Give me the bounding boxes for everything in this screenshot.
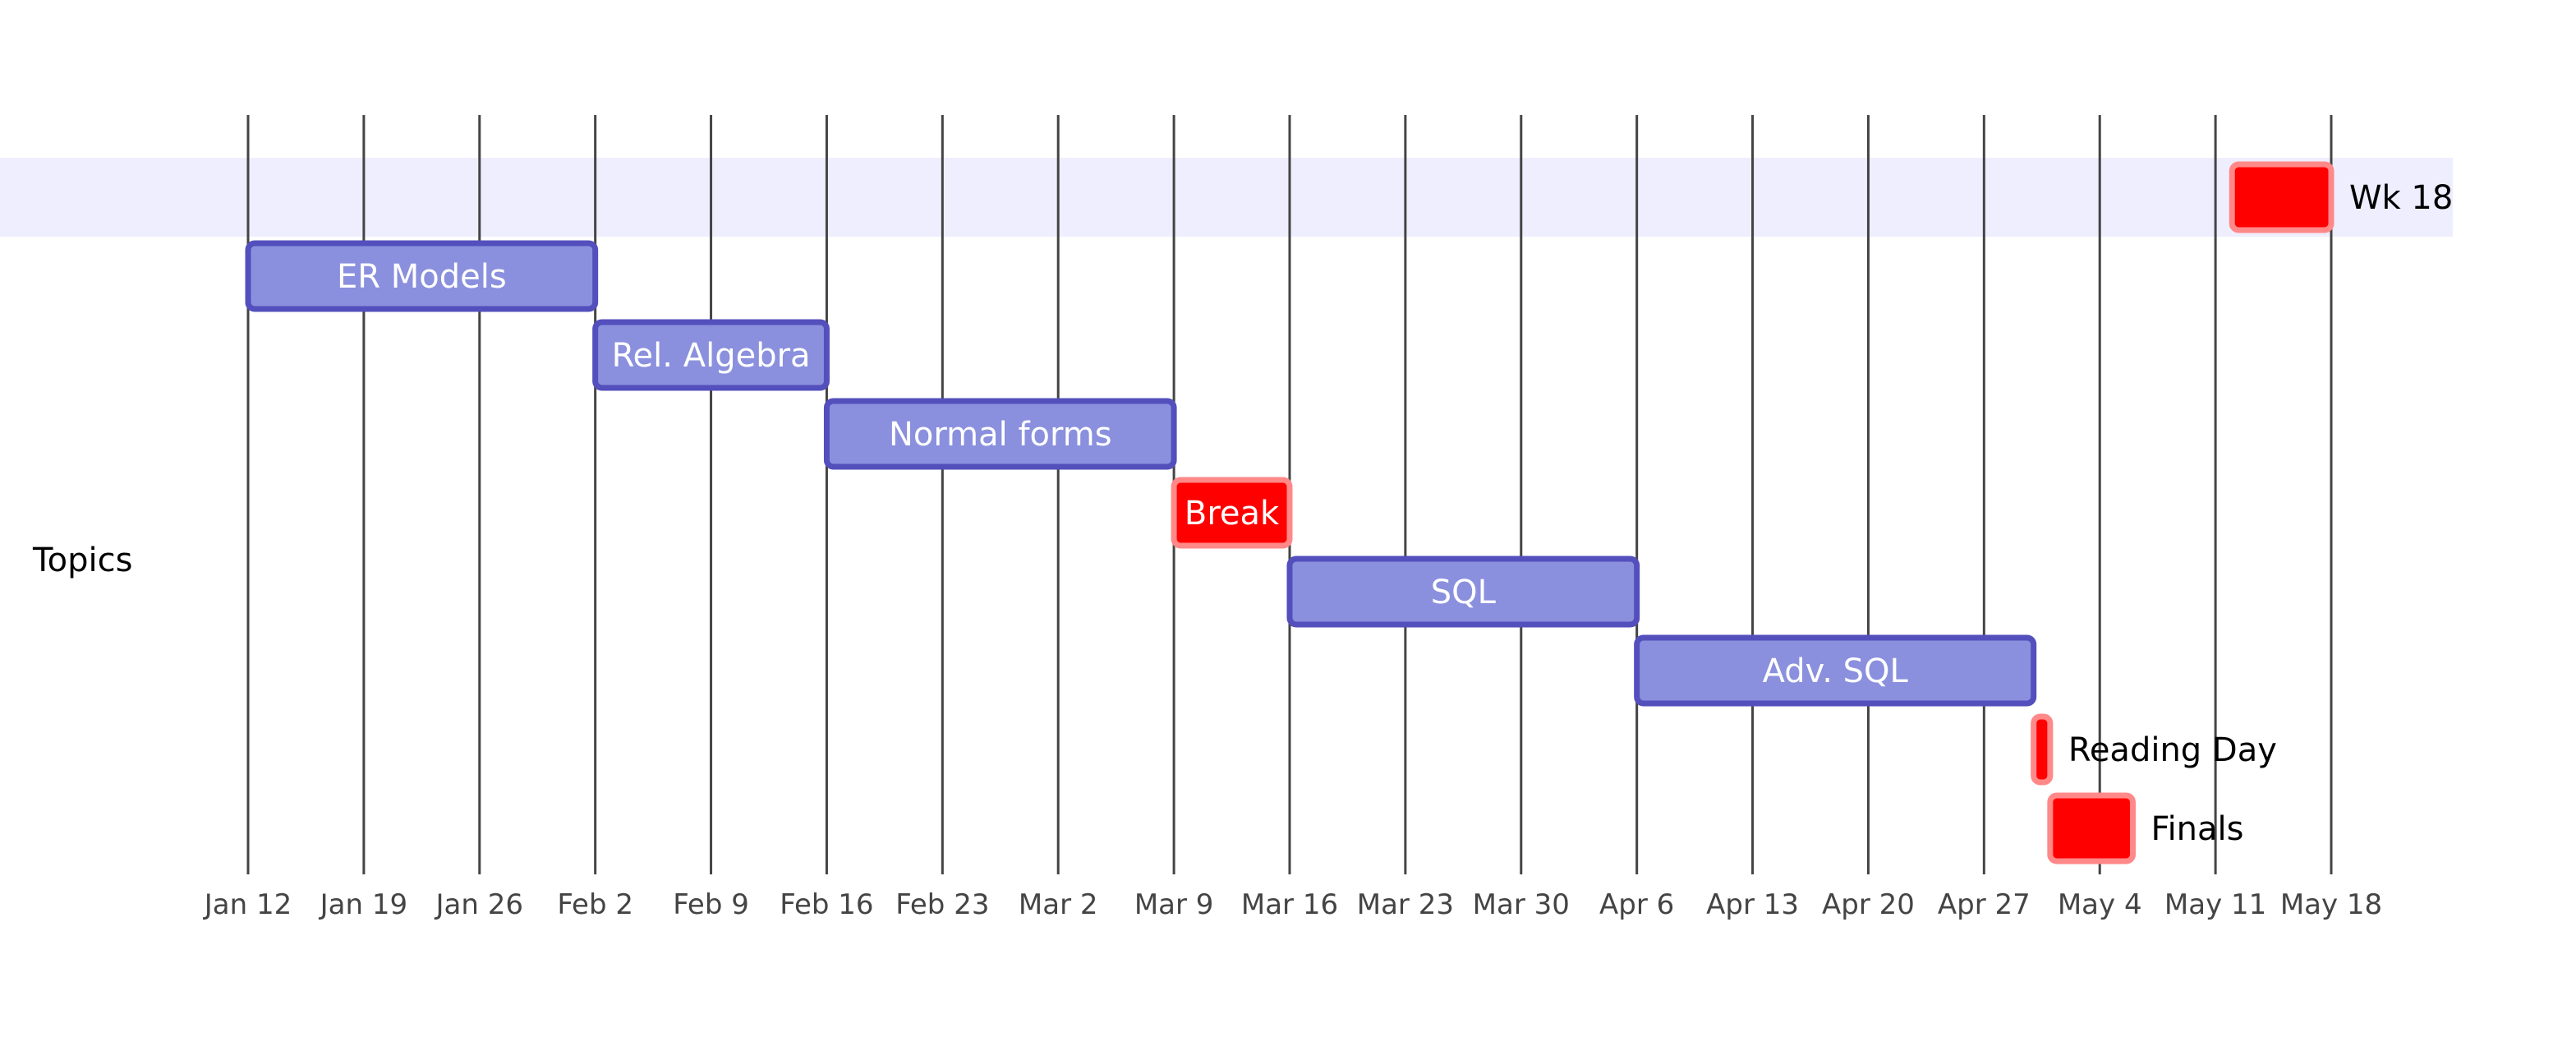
task-label: Wk 18 — [2349, 179, 2453, 217]
x-tick-label: Mar 16 — [1241, 888, 1338, 921]
task-label: Rel. Algebra — [612, 337, 811, 375]
x-tick-label: Mar 30 — [1473, 888, 1570, 921]
grid-layer — [246, 115, 2333, 874]
x-tick-label: Apr 27 — [1938, 888, 2031, 921]
task-bar — [592, 319, 830, 391]
x-tick-label: Jan 12 — [203, 888, 292, 921]
x-tick-label: May 11 — [2164, 888, 2266, 921]
task-label: Break — [1184, 495, 1280, 533]
section-band — [0, 158, 2453, 237]
task-bar — [2031, 713, 2054, 786]
task-label: Finals — [2150, 810, 2243, 848]
x-tick-label: Feb 9 — [673, 888, 749, 921]
task-bars — [245, 161, 2334, 864]
x-tick-label: May 18 — [2280, 888, 2382, 921]
x-tick-label: Feb 16 — [780, 888, 873, 921]
task-label: Reading Day — [2068, 731, 2277, 769]
x-tick-label: Feb 23 — [895, 888, 989, 921]
task-bar — [2229, 161, 2334, 233]
x-tick-label: Jan 19 — [319, 888, 407, 921]
task-bar — [1286, 556, 1640, 628]
x-tick-label: Mar 9 — [1134, 888, 1214, 921]
section-label: Topics — [32, 542, 132, 579]
task-label: Adv. SQL — [1763, 652, 1909, 690]
task-label: SQL — [1431, 574, 1497, 611]
task-bar — [1634, 634, 2037, 707]
x-tick-label: Jan 26 — [435, 888, 523, 921]
x-axis-ticks: Jan 12 Jan 19 Jan 26 Feb 2 Feb 9 Feb 16 Feb 23… — [203, 888, 2382, 921]
task-bar — [245, 240, 599, 312]
task-bar — [823, 398, 1177, 470]
x-tick-label: Mar 23 — [1357, 888, 1454, 921]
task-label: Normal forms — [889, 416, 1112, 454]
x-tick-label: Apr 6 — [1599, 888, 1674, 921]
x-tick-label: May 4 — [2058, 888, 2142, 921]
task-bar — [1171, 477, 1293, 549]
task-labels: Wk 18 ER Models Rel. Algebra Normal forms Br… — [337, 179, 2453, 848]
task-bar — [2047, 792, 2136, 864]
x-tick-label: Apr 13 — [1706, 888, 1799, 921]
x-tick-label: Mar 2 — [1019, 888, 1098, 921]
task-label: ER Models — [337, 258, 507, 296]
x-tick-label: Feb 2 — [557, 888, 633, 921]
x-tick-label: Apr 20 — [1822, 888, 1915, 921]
